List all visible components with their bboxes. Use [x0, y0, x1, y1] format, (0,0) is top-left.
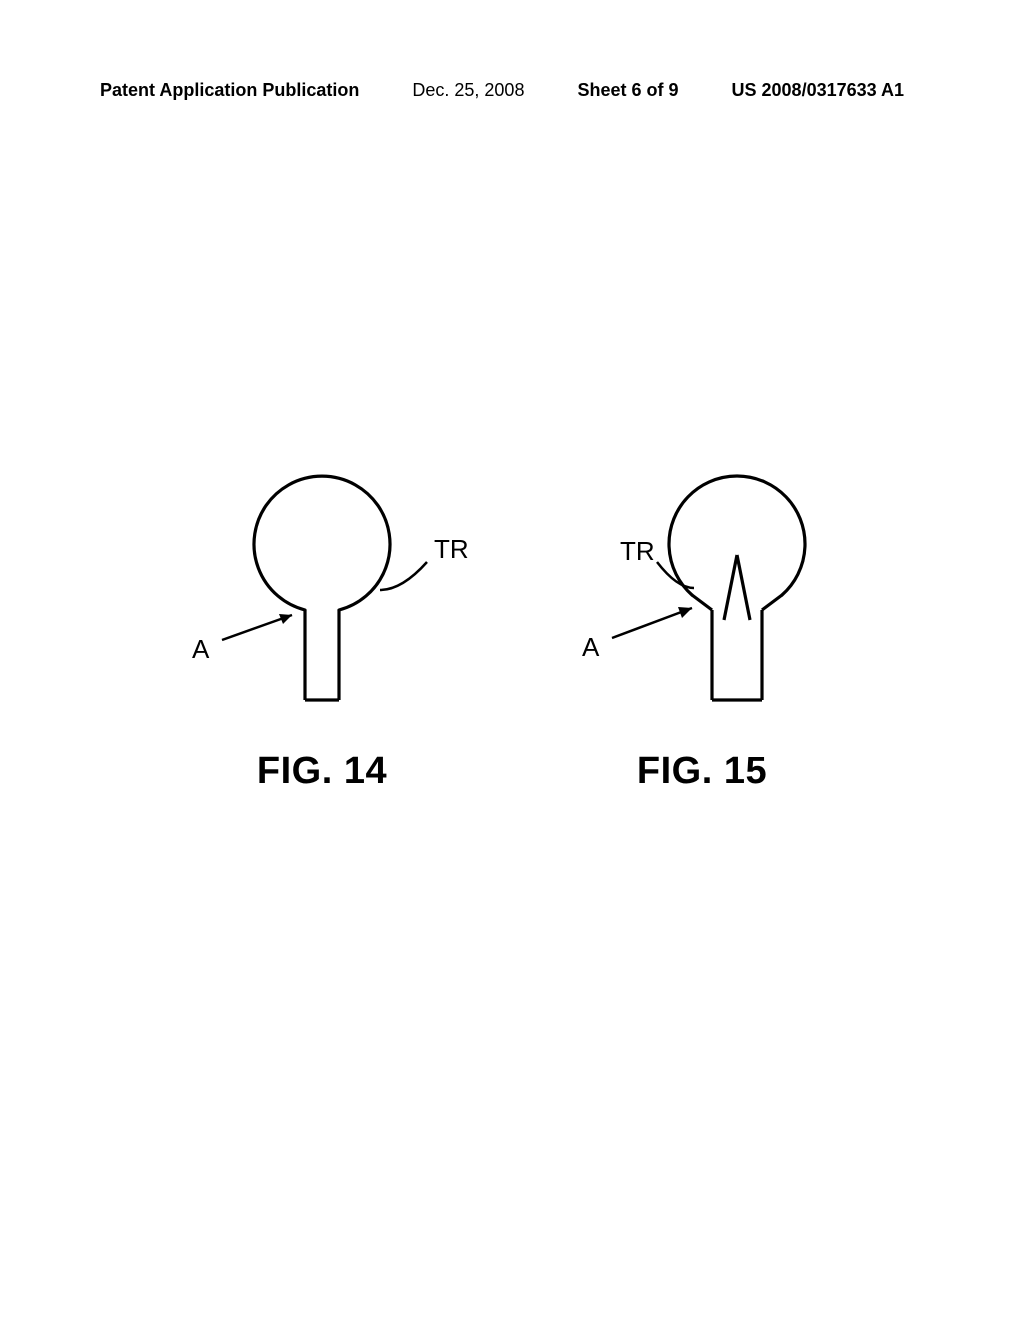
figure-15-svg: A TR — [532, 460, 872, 740]
fig15-head-circle — [669, 476, 805, 595]
page-header: Patent Application Publication Dec. 25, … — [0, 80, 1024, 101]
fig15-gap-left — [692, 595, 712, 610]
fig14-head-circle — [254, 476, 390, 610]
fig14-caption: FIG. 14 — [257, 750, 387, 793]
fig15-gap-right — [762, 595, 782, 610]
fig14-label-tr: TR — [434, 534, 469, 564]
patent-page: Patent Application Publication Dec. 25, … — [0, 0, 1024, 1320]
fig15-caption: FIG. 15 — [637, 750, 767, 793]
header-pubno: US 2008/0317633 A1 — [732, 80, 904, 101]
header-sheet: Sheet 6 of 9 — [577, 80, 678, 101]
fig15-label-a: A — [582, 632, 600, 662]
header-left: Patent Application Publication — [100, 80, 359, 101]
fig14-label-a: A — [192, 634, 210, 664]
fig15-inner-left — [724, 555, 737, 620]
fig15-label-tr: TR — [620, 536, 655, 566]
fig15-a-arrowhead — [678, 607, 692, 618]
figure-14-svg: A TR — [152, 460, 492, 740]
fig15-inner-right — [737, 555, 750, 620]
figure-15-block: A TR FIG. 15 — [532, 460, 872, 820]
figure-14-block: A TR FIG. 14 — [152, 460, 492, 820]
figures-row: A TR FIG. 14 — [0, 460, 1024, 820]
header-date: Dec. 25, 2008 — [412, 80, 524, 101]
